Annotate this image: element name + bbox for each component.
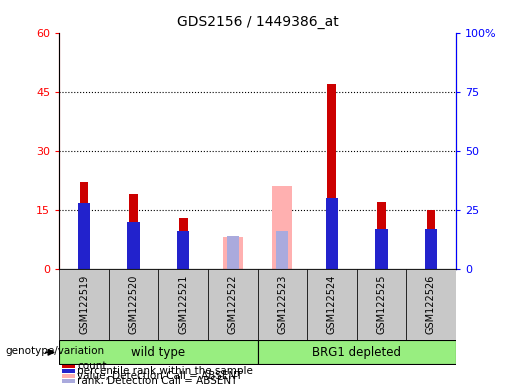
Text: GSM122521: GSM122521 bbox=[178, 275, 188, 334]
Bar bbox=[406, 269, 456, 340]
Bar bbox=[129, 194, 138, 269]
Bar bbox=[276, 231, 288, 269]
Text: value, Detection Call = ABSENT: value, Detection Call = ABSENT bbox=[77, 371, 243, 381]
Bar bbox=[325, 198, 338, 269]
Bar bbox=[258, 269, 307, 340]
Bar bbox=[109, 269, 159, 340]
Text: GSM122519: GSM122519 bbox=[79, 275, 89, 334]
Text: GSM122524: GSM122524 bbox=[327, 275, 337, 334]
Bar bbox=[62, 379, 75, 383]
Text: wild type: wild type bbox=[131, 346, 185, 359]
Bar bbox=[78, 203, 90, 269]
Bar bbox=[223, 237, 243, 269]
Bar bbox=[127, 222, 140, 269]
Bar bbox=[59, 269, 109, 340]
Bar bbox=[159, 269, 208, 340]
Text: GSM122520: GSM122520 bbox=[129, 275, 139, 334]
Bar bbox=[375, 228, 388, 269]
Text: GSM122523: GSM122523 bbox=[277, 275, 287, 334]
Text: GSM122522: GSM122522 bbox=[228, 275, 238, 334]
Title: GDS2156 / 1449386_at: GDS2156 / 1449386_at bbox=[177, 15, 338, 29]
Text: rank, Detection Call = ABSENT: rank, Detection Call = ABSENT bbox=[77, 376, 237, 384]
Bar bbox=[258, 340, 456, 364]
Bar bbox=[426, 210, 436, 269]
Bar bbox=[272, 186, 292, 269]
Bar bbox=[377, 202, 386, 269]
Text: GSM122525: GSM122525 bbox=[376, 275, 386, 334]
Bar bbox=[227, 236, 239, 269]
Text: count: count bbox=[77, 361, 107, 371]
Bar bbox=[62, 369, 75, 373]
Bar bbox=[59, 340, 258, 364]
Bar bbox=[79, 182, 89, 269]
Bar bbox=[307, 269, 356, 340]
Bar bbox=[62, 374, 75, 378]
Bar bbox=[208, 269, 258, 340]
Bar bbox=[425, 228, 437, 269]
Text: genotype/variation: genotype/variation bbox=[5, 346, 104, 356]
Text: percentile rank within the sample: percentile rank within the sample bbox=[77, 366, 253, 376]
Bar bbox=[62, 364, 75, 368]
Text: BRG1 depleted: BRG1 depleted bbox=[312, 346, 401, 359]
Bar bbox=[179, 218, 187, 269]
Text: GSM122526: GSM122526 bbox=[426, 275, 436, 334]
Bar bbox=[328, 84, 336, 269]
Bar bbox=[177, 231, 190, 269]
Bar bbox=[356, 269, 406, 340]
